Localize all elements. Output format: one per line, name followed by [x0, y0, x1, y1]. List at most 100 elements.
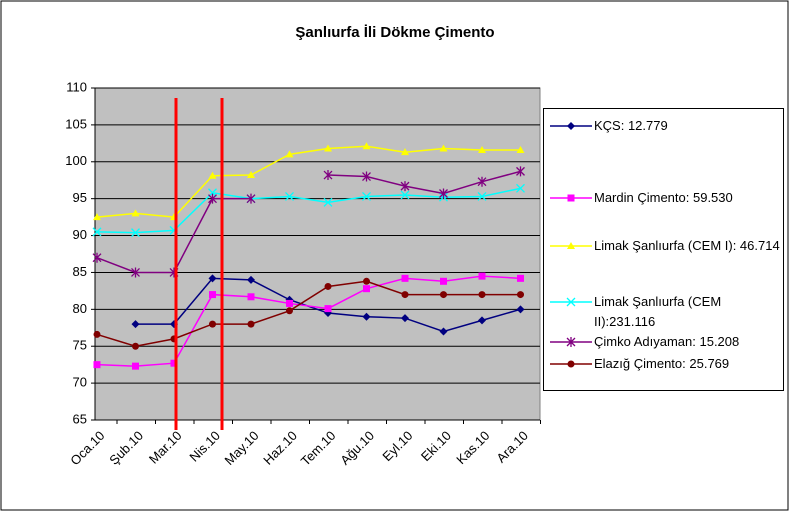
y-tick-label: 75	[73, 338, 87, 353]
series-line	[96, 187, 521, 234]
marker	[323, 170, 333, 181]
legend-entry: Çimko Adıyaman: 15.208	[548, 332, 780, 352]
marker	[246, 193, 256, 204]
y-tick-label: 90	[73, 227, 87, 242]
marker	[93, 330, 101, 338]
marker	[566, 297, 576, 307]
marker	[208, 274, 217, 283]
marker	[93, 213, 101, 221]
marker	[567, 194, 575, 202]
legend-swatch	[550, 242, 592, 249]
marker	[209, 291, 216, 299]
legend-swatch	[550, 360, 592, 368]
chart-title: Şanlıurfa İli Dökme Çimento	[295, 24, 494, 41]
legend-entry: Limak Şanlıurfa (CEM II):231.116	[548, 292, 780, 332]
marker	[440, 277, 447, 285]
legend-entry: Limak Şanlıurfa (CEM I): 46.714	[548, 236, 780, 256]
marker	[478, 272, 486, 280]
legend-swatch	[550, 337, 592, 347]
y-tick-label: 100	[65, 153, 87, 168]
marker	[401, 274, 409, 282]
marker	[286, 307, 293, 315]
marker	[400, 181, 410, 192]
marker	[516, 166, 525, 177]
marker	[517, 291, 524, 299]
marker	[362, 142, 371, 150]
series-line	[96, 145, 521, 218]
marker	[401, 314, 409, 323]
marker	[131, 267, 140, 278]
marker	[439, 327, 448, 336]
marker	[517, 274, 524, 282]
marker	[286, 299, 293, 307]
marker	[401, 148, 409, 156]
y-tick-label: 80	[73, 301, 87, 316]
legend-entry: Elazığ Çimento: 25.769	[548, 354, 780, 374]
marker	[516, 183, 525, 193]
marker	[478, 291, 486, 299]
marker	[566, 337, 576, 347]
marker	[247, 293, 255, 301]
marker	[247, 275, 255, 284]
legend-swatch	[550, 297, 592, 307]
marker	[209, 320, 216, 328]
legend-entry: KÇS: 12.779	[548, 116, 780, 136]
y-tick-label: 85	[73, 264, 87, 279]
legend-entry: Mardin Çimento: 59.530	[548, 188, 780, 208]
marks	[92, 142, 525, 370]
marker	[131, 320, 140, 329]
marker	[440, 291, 447, 299]
marker	[324, 144, 332, 152]
marker	[285, 191, 294, 201]
marker	[324, 282, 332, 290]
marker	[400, 190, 410, 200]
legend-label: Limak Şanlıurfa (CEM I): 46.714	[594, 238, 780, 253]
grid	[91, 87, 541, 424]
marker	[401, 291, 409, 299]
marker	[516, 305, 525, 314]
series-line	[96, 280, 521, 347]
marker	[363, 277, 370, 285]
legend-label: KÇS: 12.779	[594, 118, 668, 133]
y-tick-label: 95	[73, 190, 87, 205]
legend-label: Limak Şanlıurfa (CEM II):231.116	[594, 294, 722, 329]
marker	[132, 362, 139, 370]
marker	[132, 342, 139, 350]
marker	[478, 316, 486, 325]
marker	[323, 197, 333, 207]
marker	[92, 252, 102, 263]
legend-label: Elazığ Çimento: 25.769	[594, 356, 730, 371]
legend-label: Çimko Adıyaman: 15.208	[594, 334, 740, 349]
marker	[567, 242, 575, 249]
series-line	[96, 275, 521, 367]
legend-swatch	[550, 194, 592, 202]
marker	[247, 171, 255, 179]
marker	[92, 227, 102, 237]
marker	[362, 171, 371, 182]
legend-swatch	[550, 122, 592, 130]
marker	[93, 361, 101, 369]
marker	[363, 285, 370, 293]
marker	[477, 191, 487, 201]
legend-label: Mardin Çimento: 59.530	[594, 190, 733, 205]
marker	[170, 359, 178, 367]
marker	[208, 171, 217, 179]
marker	[285, 150, 294, 158]
marker	[439, 188, 448, 199]
marker	[478, 145, 486, 153]
marker	[362, 191, 371, 201]
marker	[567, 360, 575, 368]
plot-area	[94, 87, 541, 421]
marker	[567, 122, 575, 130]
y-tick-label: 110	[66, 79, 87, 94]
y-tick-label: 65	[73, 411, 87, 426]
y-tick-label: 70	[73, 375, 87, 390]
marker	[131, 228, 140, 238]
marker	[247, 320, 255, 328]
marker	[208, 193, 217, 204]
marker	[477, 176, 487, 187]
marker	[324, 305, 332, 313]
marker	[362, 312, 371, 321]
legend: KÇS: 12.779 Mardin Çimento: 59.530 Limak Ş…	[543, 108, 784, 391]
